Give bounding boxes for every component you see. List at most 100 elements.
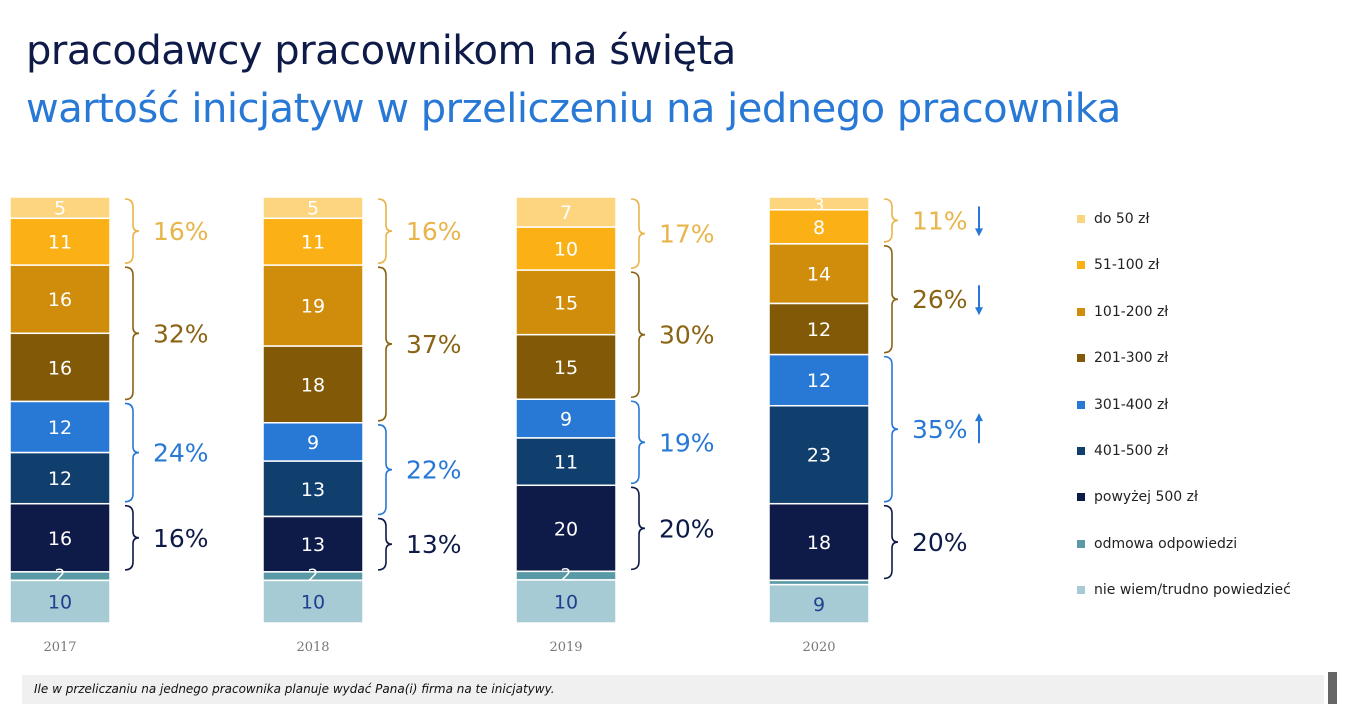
bar-segment [9, 579, 111, 624]
group-percent: 16% [406, 217, 462, 246]
group-bracket [124, 198, 140, 264]
data-label: 9 [813, 594, 825, 616]
group-percent: 24% [153, 439, 209, 468]
group-percent: 11% [912, 206, 968, 235]
bar-segment [9, 400, 111, 454]
legend-swatch [1077, 215, 1085, 223]
legend-item: do 50 zł [1077, 211, 1150, 227]
bar-segment [768, 243, 870, 305]
bar-segment [768, 353, 870, 407]
group-percent: 22% [406, 456, 462, 485]
data-label: 14 [807, 264, 831, 286]
group-percent: 13% [406, 530, 462, 559]
legend-swatch [1077, 493, 1085, 502]
group-bracket [883, 198, 899, 243]
bar-segment [768, 404, 870, 505]
data-label: 8 [813, 217, 825, 239]
data-label: 12 [807, 370, 831, 392]
bar-segment [262, 264, 364, 347]
group-bracket [883, 355, 899, 503]
year-label: 2019 [549, 640, 582, 655]
bar-segment [262, 217, 364, 266]
bar-segment [515, 269, 617, 336]
legend-label: 51-100 zł [1094, 257, 1160, 274]
page-subtitle: wartość inicjatyw w przeliczeniu na jedn… [26, 86, 1121, 132]
data-label: 16 [48, 528, 72, 550]
group-bracket [377, 423, 393, 516]
data-label: 11 [301, 232, 325, 254]
year-label: 2017 [43, 640, 76, 655]
legend-swatch [1077, 400, 1085, 409]
group-percent: 20% [912, 528, 968, 557]
arrow-head [975, 413, 983, 422]
legend-swatch [1077, 539, 1085, 548]
legend-swatch [1077, 307, 1085, 316]
question-footnote: Ile w przeliczaniu na jednego pracownika… [22, 675, 1324, 704]
group-bracket [124, 504, 140, 571]
group-bracket [630, 486, 646, 571]
group-bracket [883, 504, 899, 580]
scrollbar[interactable] [1328, 672, 1337, 704]
data-label: 13 [301, 534, 325, 556]
data-label: 18 [301, 374, 325, 396]
data-label: 12 [48, 417, 72, 439]
data-label: 11 [48, 232, 72, 254]
legend-item: powyżej 500 zł [1077, 489, 1198, 505]
bar-segment [768, 583, 870, 624]
legend-item: odmowa odpowiedzi [1077, 536, 1237, 552]
arrow-head [975, 228, 983, 237]
group-bracket [377, 198, 393, 264]
data-label: 23 [807, 445, 831, 467]
data-label: 10 [554, 239, 578, 261]
data-label: 2 [561, 566, 572, 586]
group-percent: 16% [153, 217, 209, 246]
legend-swatch [1077, 354, 1085, 363]
group-bracket [377, 266, 393, 422]
legend-label: powyżej 500 zł [1094, 489, 1198, 506]
data-label: 2 [55, 566, 66, 586]
data-label: 15 [554, 292, 578, 314]
group-percent: 35% [912, 415, 968, 444]
bar-segment [515, 484, 617, 573]
data-label: 7 [560, 202, 572, 224]
data-label: 19 [301, 296, 325, 318]
data-label: 18 [807, 532, 831, 554]
group-bracket [377, 517, 393, 571]
arrow-head [975, 307, 983, 316]
bar-segment [262, 460, 364, 518]
legend-swatch [1077, 447, 1085, 455]
year-label: 2020 [802, 640, 835, 655]
data-label: 5 [54, 198, 66, 220]
group-percent: 17% [659, 220, 715, 249]
bar-segment [515, 579, 617, 624]
bar-segment [768, 502, 870, 582]
bar-segment [9, 332, 111, 403]
legend-label: 101-200 zł [1094, 303, 1169, 320]
legend-label: do 50 zł [1094, 211, 1150, 227]
data-label: 12 [48, 468, 72, 490]
bar-segment [768, 209, 870, 245]
data-label: 10 [554, 591, 578, 613]
bar-segment [9, 264, 111, 335]
data-label: 5 [307, 198, 319, 220]
data-label: 13 [301, 479, 325, 501]
legend-label: 301-400 zł [1094, 396, 1169, 413]
legend-item: 51-100 zł [1077, 257, 1159, 273]
group-bracket [630, 198, 646, 269]
group-bracket [630, 271, 646, 399]
data-label: 11 [554, 452, 578, 474]
data-label: 12 [807, 319, 831, 341]
group-percent: 16% [153, 524, 209, 553]
legend-item: 101-200 zł [1077, 304, 1168, 320]
legend-label: odmowa odpowiedzi [1094, 535, 1238, 552]
bar-segment [515, 398, 617, 439]
legend-item: 401-500 zł [1077, 443, 1168, 459]
year-label: 2018 [296, 640, 329, 655]
data-label: 16 [48, 289, 72, 311]
data-label: 20 [554, 518, 578, 540]
data-label: 15 [554, 357, 578, 379]
group-bracket [124, 402, 140, 503]
group-percent: 26% [912, 285, 968, 314]
group-bracket [883, 245, 899, 354]
